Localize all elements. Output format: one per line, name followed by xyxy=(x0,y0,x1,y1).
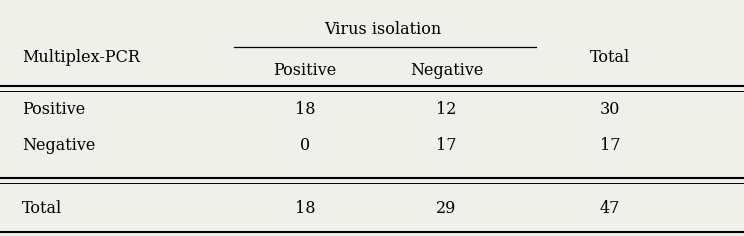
Text: 30: 30 xyxy=(600,101,620,118)
Text: 17: 17 xyxy=(436,137,457,154)
Text: Positive: Positive xyxy=(22,101,86,118)
Text: Virus isolation: Virus isolation xyxy=(324,21,442,38)
Text: Positive: Positive xyxy=(273,62,337,79)
Text: Multiplex-PCR: Multiplex-PCR xyxy=(22,49,141,66)
Text: Negative: Negative xyxy=(22,137,96,154)
Text: 0: 0 xyxy=(300,137,310,154)
Text: 47: 47 xyxy=(600,200,620,217)
Text: 17: 17 xyxy=(600,137,620,154)
Text: 12: 12 xyxy=(436,101,457,118)
Text: 18: 18 xyxy=(295,101,315,118)
Text: Negative: Negative xyxy=(410,62,483,79)
Text: 29: 29 xyxy=(436,200,457,217)
Text: Total: Total xyxy=(22,200,62,217)
Text: Total: Total xyxy=(590,49,630,66)
Text: 18: 18 xyxy=(295,200,315,217)
